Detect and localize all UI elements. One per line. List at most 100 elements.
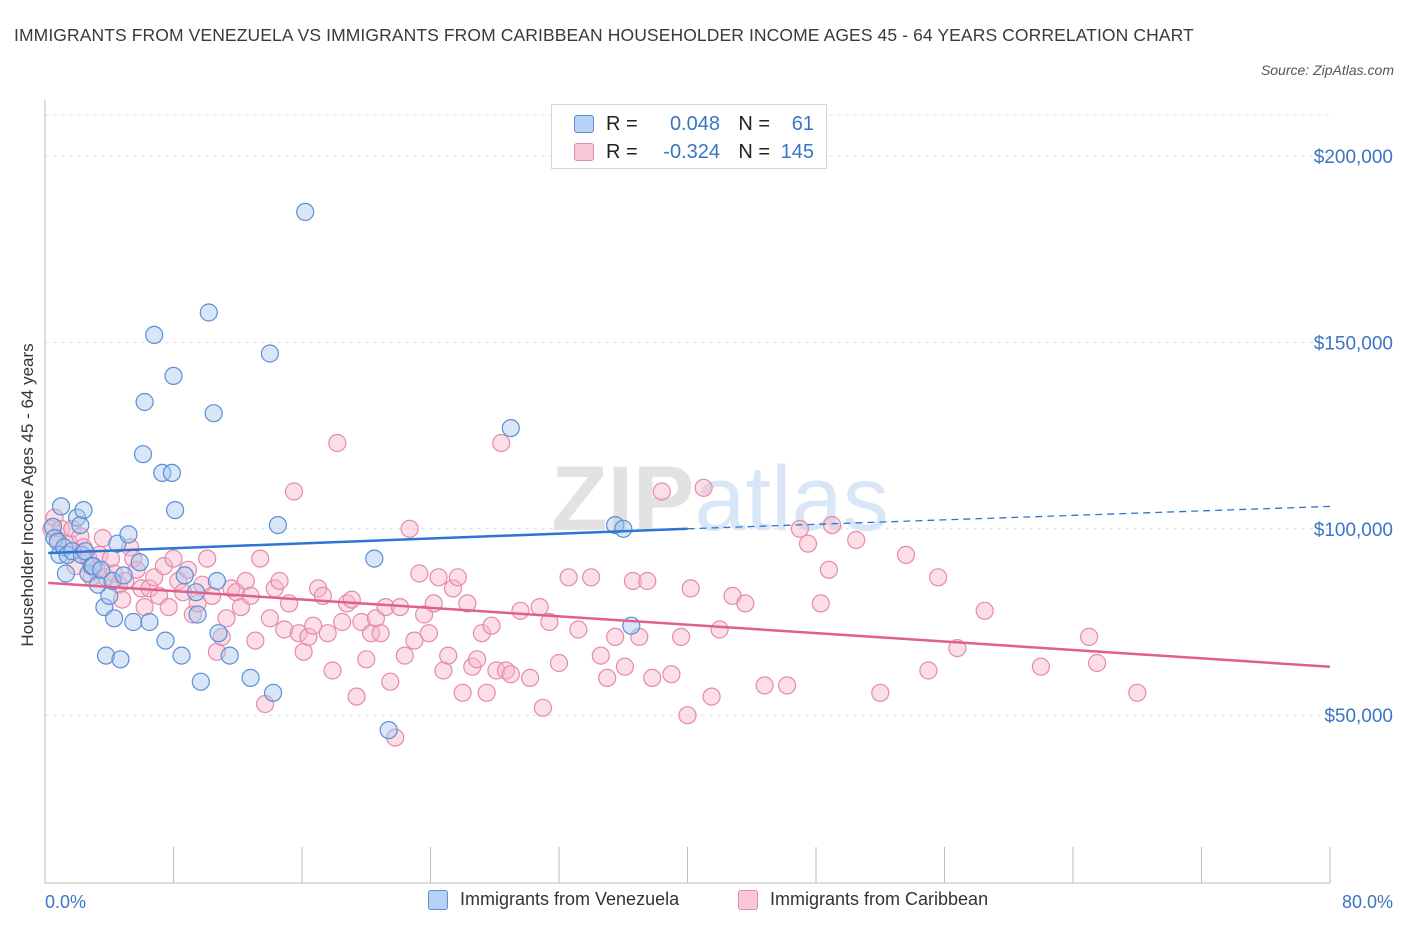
- venezuela-point: [365, 549, 384, 568]
- correlation-legend: R = 0.048 N = 61 R = -0.324 N = 145: [551, 104, 827, 169]
- caribbean-point: [662, 665, 681, 684]
- caribbean-point: [270, 571, 289, 591]
- legend-swatch-pink: [574, 143, 594, 161]
- venezuela-point: [172, 646, 191, 665]
- caribbean-point: [472, 624, 491, 643]
- caribbean-point: [318, 624, 337, 643]
- caribbean-point: [376, 597, 395, 617]
- caribbean-point: [777, 676, 797, 695]
- caribbean-point: [591, 646, 610, 665]
- caribbean-point: [492, 433, 511, 453]
- caribbean-point: [299, 627, 318, 647]
- caribbean-point: [289, 624, 308, 643]
- legend-swatch-blue: [574, 115, 594, 133]
- venezuela-trend-line: [48, 527, 688, 555]
- caribbean-point: [448, 568, 467, 587]
- caribbean-point: [323, 661, 342, 680]
- caribbean-point: [798, 534, 818, 553]
- caribbean-point: [304, 616, 323, 635]
- venezuela-point: [51, 497, 71, 516]
- venezuela-point: [74, 501, 93, 520]
- caribbean-point: [381, 672, 400, 691]
- venezuela-point: [96, 646, 116, 665]
- caribbean-point: [581, 568, 601, 587]
- caribbean-point: [1031, 657, 1051, 676]
- caribbean-point: [1079, 627, 1099, 647]
- chart-title: IMMIGRANTS FROM VENEZUELA VS IMMIGRANTS …: [14, 25, 1194, 45]
- caribbean-point: [533, 698, 553, 717]
- caribbean-point: [333, 612, 352, 632]
- caribbean-point: [284, 482, 304, 501]
- legend-n-value: 61: [791, 112, 814, 135]
- caribbean-point: [251, 549, 270, 568]
- caribbean-point: [819, 560, 839, 579]
- venezuela-point: [220, 646, 239, 665]
- venezuela-point: [92, 560, 111, 579]
- caribbean-point: [154, 556, 173, 576]
- caribbean-point: [736, 594, 755, 613]
- caribbean-point: [439, 646, 458, 665]
- caribbean-point: [652, 482, 671, 501]
- venezuela-point: [209, 624, 228, 643]
- legend-label-venezuela: Immigrants from Venezuela: [460, 889, 680, 909]
- caribbean-point: [468, 650, 487, 669]
- watermark: ZIPatlas: [551, 448, 888, 550]
- legend-item-caribbean[interactable]: Immigrants from Caribbean: [738, 889, 988, 910]
- venezuela-point: [191, 672, 210, 691]
- caribbean-point: [540, 612, 559, 632]
- series-legend: Immigrants from Venezuela Immigrants fro…: [0, 889, 1406, 915]
- caribbean-point: [520, 668, 540, 688]
- caribbean-point: [164, 549, 183, 568]
- venezuela-point: [140, 612, 159, 632]
- legend-n-label: N =: [738, 140, 770, 163]
- venezuela-point: [100, 586, 119, 606]
- caribbean-point: [694, 478, 713, 497]
- caribbean-point: [45, 508, 64, 527]
- venezuela-point: [199, 303, 218, 322]
- caribbean-point: [643, 668, 662, 688]
- caribbean-point: [559, 568, 578, 587]
- legend-r-label: R =: [606, 140, 638, 163]
- axes: [44, 100, 1331, 884]
- caribbean-point: [487, 661, 506, 680]
- venezuela-point: [166, 501, 185, 520]
- caribbean-point: [896, 545, 916, 565]
- venezuela-point: [119, 525, 138, 544]
- caribbean-point: [811, 594, 830, 613]
- legend-item-venezuela[interactable]: Immigrants from Venezuela: [428, 889, 679, 910]
- y-tick-label: $150,000: [1314, 333, 1393, 354]
- venezuela-point: [104, 609, 124, 628]
- caribbean-point: [511, 601, 530, 620]
- caribbean-point: [755, 676, 774, 695]
- caribbean-point: [615, 657, 635, 676]
- y-tick-label: $200,000: [1314, 147, 1393, 168]
- caribbean-points: [42, 433, 1147, 747]
- caribbean-point: [501, 665, 520, 684]
- caribbean-point: [342, 590, 361, 609]
- caribbean-point: [260, 609, 279, 628]
- caribbean-point: [395, 646, 414, 665]
- caribbean-point: [606, 627, 625, 647]
- caribbean-point: [975, 601, 994, 620]
- caribbean-point: [549, 653, 569, 673]
- caribbean-point: [482, 616, 501, 635]
- caribbean-point: [671, 627, 691, 647]
- caribbean-point: [638, 571, 657, 591]
- venezuela-point: [501, 419, 520, 438]
- legend-row-venezuela: R = 0.048 N = 61: [574, 111, 814, 137]
- venezuela-point: [204, 404, 223, 423]
- caribbean-point: [159, 597, 178, 617]
- venezuela-point: [114, 566, 133, 585]
- caribbean-point: [530, 597, 549, 617]
- legend-r-value: -0.324: [663, 140, 720, 163]
- caribbean-point: [569, 620, 588, 639]
- y-axis-label: Householder Income Ages 45 - 64 years: [18, 343, 37, 646]
- caribbean-point: [1087, 653, 1107, 673]
- caribbean-point: [678, 706, 697, 725]
- venezuela-point: [268, 515, 287, 535]
- caribbean-point: [198, 549, 217, 568]
- venezuela-point: [379, 720, 398, 740]
- legend-r-value: 0.048: [669, 112, 720, 135]
- venezuela-point: [71, 515, 90, 535]
